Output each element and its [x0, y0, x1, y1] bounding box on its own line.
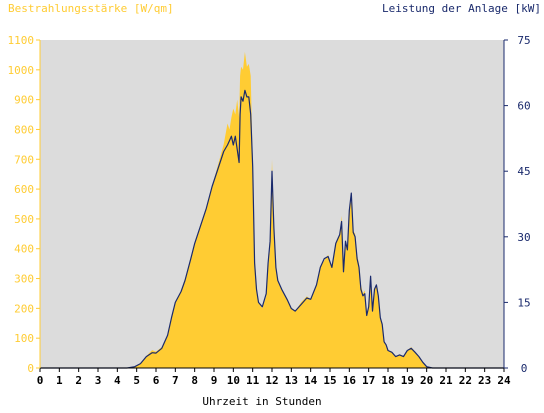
x-tick-label: 10: [227, 374, 240, 387]
x-tick-label: 19: [401, 374, 414, 387]
left-tick-label: 500: [14, 213, 34, 226]
series-layer: [40, 51, 504, 369]
power-line: [40, 89, 504, 369]
x-tick-label: 11: [246, 374, 260, 387]
x-tick-label: 5: [133, 374, 140, 387]
left-tick-label: 200: [14, 302, 34, 315]
x-tick-label: 18: [381, 374, 394, 387]
right-tick-label: 30: [517, 231, 530, 244]
left-tick-label: 600: [14, 183, 34, 196]
x-tick-label: 4: [114, 374, 121, 387]
x-tick-label: 23: [478, 374, 491, 387]
x-tick-label: 1: [56, 374, 63, 387]
x-axis-title: Uhrzeit in Stunden: [202, 395, 321, 408]
x-tick-label: 22: [459, 374, 472, 387]
right-tick-label: 0: [521, 362, 528, 375]
right-tick-label: 75: [517, 34, 530, 47]
irradiance-area: [40, 51, 504, 369]
left-tick-label: 1100: [8, 34, 35, 47]
left-axis-title: Bestrahlungsstärke [W/qm]: [8, 2, 174, 15]
left-tick-label: 100: [14, 332, 34, 345]
x-tick-label: 20: [420, 374, 433, 387]
left-tick-label: 700: [14, 153, 34, 166]
x-tick-label: 3: [95, 374, 102, 387]
x-tick-label: 15: [323, 374, 336, 387]
left-tick-label: 0: [27, 362, 34, 375]
left-tick-label: 300: [14, 273, 34, 286]
left-tick-label: 900: [14, 94, 34, 107]
x-tick-label: 6: [153, 374, 160, 387]
x-tick-label: 24: [497, 374, 511, 387]
x-tick-label: 9: [211, 374, 218, 387]
x-tick-label: 14: [304, 374, 318, 387]
x-tick-label: 16: [343, 374, 357, 387]
x-tick-label: 8: [191, 374, 198, 387]
right-tick-label: 60: [517, 100, 530, 113]
x-tick-label: 21: [439, 374, 453, 387]
left-tick-label: 800: [14, 123, 34, 136]
x-tick-label: 0: [37, 374, 44, 387]
right-tick-label: 45: [517, 165, 530, 178]
left-tick-label: 1000: [8, 64, 35, 77]
x-tick-label: 17: [362, 374, 375, 387]
left-tick-label: 400: [14, 243, 34, 256]
axes-layer: 0 1 2 3 4 5 6 7 8 9 10 11 12 13 14 15 16 17 18 19 20 21 22 23 24…: [8, 34, 531, 387]
x-tick-label: 13: [285, 374, 298, 387]
right-tick-label: 15: [517, 296, 530, 309]
right-axis-title: Leistung der Anlage [kW]: [382, 2, 541, 15]
x-tick-label: 2: [75, 374, 82, 387]
x-tick-label: 7: [172, 374, 179, 387]
x-tick-label: 12: [265, 374, 278, 387]
